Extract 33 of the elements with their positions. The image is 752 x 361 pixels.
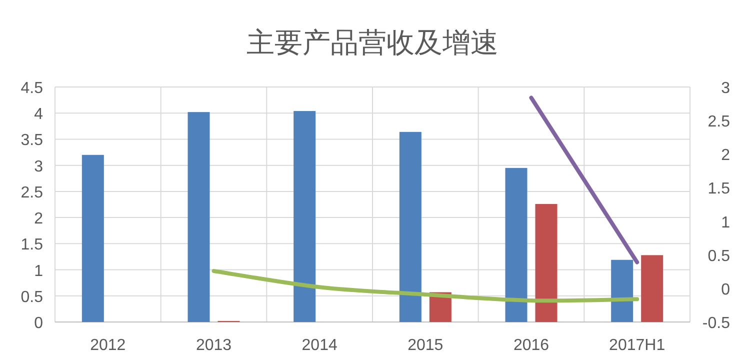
bar <box>294 111 316 322</box>
bar <box>399 132 422 322</box>
y2-tick-label: 0.5 <box>708 248 730 265</box>
y2-tick-label: 2.5 <box>708 114 730 131</box>
bar <box>641 255 664 322</box>
y2-tick-label: -0.5 <box>702 315 730 332</box>
y2-tick-label: 1.5 <box>708 180 730 198</box>
y-tick-label: 0.5 <box>20 288 44 306</box>
y2-tick-label: 1 <box>721 214 730 232</box>
bar <box>611 260 634 322</box>
x-tick-label: 2017H1 <box>609 337 666 354</box>
y-tick-label: 4 <box>34 106 44 124</box>
y-tick-label: 3 <box>34 158 44 176</box>
y-tick-label: 4.5 <box>20 80 44 97</box>
chart-title: 主要产品营收及增速 <box>246 27 498 58</box>
x-tick-label: 2016 <box>513 337 550 354</box>
y2-tick-label: 2 <box>721 147 730 164</box>
bar <box>505 168 528 322</box>
x-tick-label: 2013 <box>196 337 232 354</box>
y2-tick-label: 3 <box>721 80 730 97</box>
y-tick-label: 3.5 <box>20 132 44 150</box>
bar <box>188 112 210 322</box>
x-tick-label: 2014 <box>302 337 338 354</box>
bar <box>535 204 558 322</box>
y-tick-label: 1 <box>34 262 44 280</box>
y2-tick-label: 0 <box>721 281 730 298</box>
y-tick-label: 0 <box>34 315 44 332</box>
bar <box>82 154 104 322</box>
x-tick-label: 2012 <box>90 337 126 354</box>
y-tick-label: 1.5 <box>20 236 44 254</box>
y-tick-label: 2.5 <box>20 184 44 202</box>
y-tick-label: 2 <box>34 210 44 228</box>
x-tick-label: 2015 <box>408 337 444 354</box>
